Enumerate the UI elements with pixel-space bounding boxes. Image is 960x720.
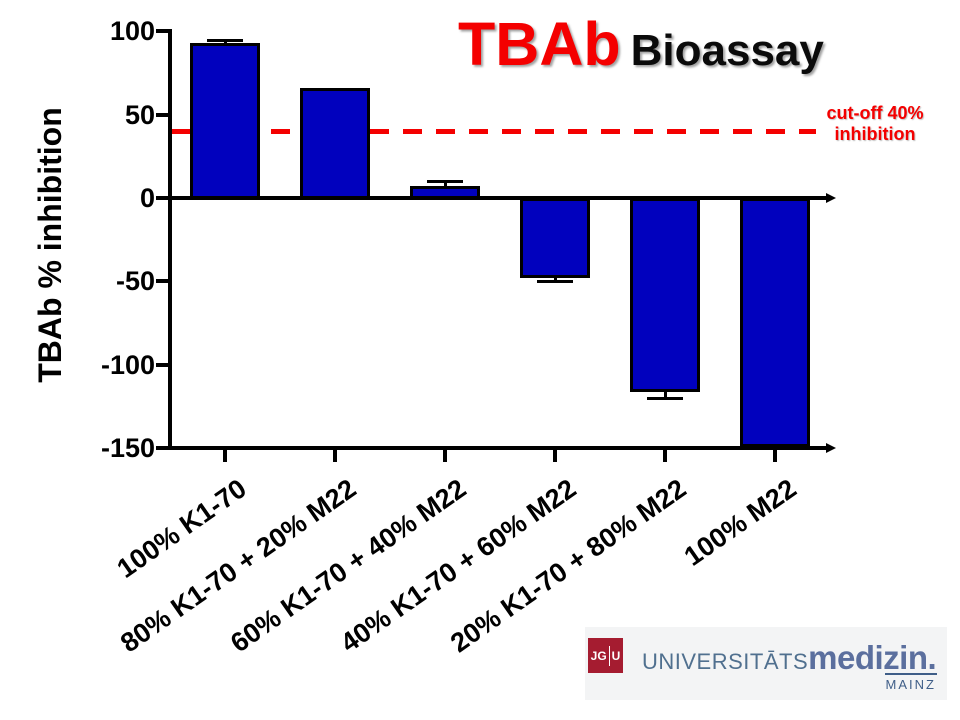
x-axis-tick — [223, 450, 227, 463]
chart-title-rest: Bioassay — [630, 26, 824, 75]
logo-city-label: MAINZ — [884, 673, 937, 692]
cutoff-annotation: cut-off 40% inhibition — [808, 103, 942, 145]
bar-40% K1-70 + 60% M22 — [520, 198, 590, 279]
jgu-logo-mark: JG U — [588, 638, 623, 673]
bar-100% K1-70 — [190, 42, 260, 200]
y-axis-tick-label: 50 — [124, 99, 155, 130]
bar-80% K1-70 + 20% M22 — [300, 87, 370, 200]
cutoff-annotation-line1: cut-off 40% — [826, 103, 924, 123]
y-axis-tick — [156, 362, 168, 367]
error-bar-cap — [647, 396, 683, 400]
error-bar-stem — [223, 40, 227, 45]
cutoff-annotation-line2: inhibition — [834, 124, 916, 144]
x-axis-tick — [663, 450, 667, 463]
y-axis-tick — [156, 279, 168, 284]
x-axis-tick — [333, 450, 337, 463]
y-axis-tick-label: 0 — [139, 183, 155, 213]
chart-title: TBAb Bioassay — [458, 14, 824, 75]
y-axis-tick-label: -150 — [100, 433, 155, 464]
y-axis-tick-label: 100 — [109, 16, 155, 47]
chart-title-highlight: TBAb — [458, 10, 621, 78]
jgu-initials-left: JG — [590, 648, 607, 663]
error-bar-stem — [443, 181, 447, 189]
university-logo: JG U UNIVERSITĀTSmedizin. MAINZ — [585, 627, 947, 700]
y-axis-tick-label: -50 — [115, 266, 155, 297]
y-axis-tick — [156, 29, 168, 34]
x-axis-tick — [773, 450, 777, 463]
bar-20% K1-70 + 80% M22 — [630, 198, 700, 392]
y-axis-tick — [156, 112, 168, 117]
bar-100% M22 — [740, 198, 810, 447]
zero-axis-arrow — [826, 193, 836, 203]
y-axis-tick — [156, 196, 168, 200]
y-axis-tick-label: -100 — [100, 349, 155, 380]
error-bar-cap — [427, 179, 463, 183]
error-bar-cap — [207, 38, 243, 42]
logo-wordmark-bold: medizin. — [808, 639, 937, 676]
logo-wordmark: UNIVERSITĀTSmedizin. — [642, 639, 937, 677]
x-axis-line — [170, 446, 826, 451]
y-axis-tick — [156, 446, 168, 451]
x-axis-tick — [443, 450, 447, 463]
zero-axis-line — [170, 196, 826, 200]
cutoff-dashed-line — [172, 129, 816, 135]
jgu-logo-divider — [608, 645, 610, 666]
error-bar-cap — [537, 279, 573, 283]
x-axis-label: 100% M22 — [678, 473, 802, 572]
x-axis-arrow — [826, 443, 836, 454]
y-axis — [168, 29, 172, 451]
logo-wordmark-light: UNIVERSITĀTS — [642, 649, 809, 674]
x-axis-tick — [553, 450, 557, 463]
error-bar-stem — [663, 389, 667, 401]
jgu-initials-right: U — [611, 648, 621, 663]
